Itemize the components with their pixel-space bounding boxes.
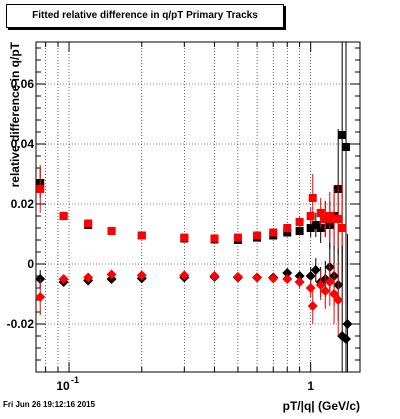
data-point-square <box>341 143 350 151</box>
data-point-diamond <box>320 286 331 296</box>
data-point-diamond <box>232 271 243 282</box>
data-point-square <box>283 228 292 237</box>
data-point-diamond <box>329 289 340 299</box>
series-1 <box>36 165 347 273</box>
data-point-diamond <box>106 269 117 280</box>
chart-title: Fitted relative difference in q/pT Prima… <box>32 10 258 21</box>
data-point-square <box>306 212 315 220</box>
data-point-diamond <box>310 265 321 275</box>
data-point-diamond <box>307 301 318 311</box>
series-2 <box>35 234 353 372</box>
x-tick-label: 1 <box>307 379 314 393</box>
data-point-square <box>321 215 330 223</box>
y-tick-label: 0.04 <box>11 137 35 151</box>
data-point-square <box>269 228 278 237</box>
data-point-diamond <box>324 277 335 287</box>
footer-timestamp: Fri Jun 26 19:12:16 2015 <box>3 400 96 409</box>
data-point-square <box>311 221 320 229</box>
data-point-square <box>338 224 347 232</box>
data-point-square <box>36 185 45 193</box>
y-tick-label: 0 <box>27 257 34 271</box>
title-box: Fitted relative difference in q/pT Prima… <box>6 4 284 28</box>
y-axis-title: relative difference in q/pT <box>8 41 22 187</box>
data-point-square <box>334 215 343 223</box>
data-point-square <box>295 227 304 235</box>
data-point-square <box>283 224 292 232</box>
data-point-diamond <box>282 274 293 284</box>
data-layer <box>35 42 353 372</box>
data-point-square <box>84 219 93 228</box>
data-point-square <box>233 233 242 242</box>
data-point-diamond <box>179 270 190 281</box>
data-point-diamond <box>305 271 316 281</box>
data-point-square <box>137 231 146 240</box>
data-point-diamond <box>342 319 353 329</box>
data-point-diamond <box>294 277 305 287</box>
data-point-square <box>308 194 317 202</box>
data-point-diamond <box>315 280 326 290</box>
x-axis-title: pT/|q| (GeV/c) <box>283 399 360 413</box>
data-point-square <box>306 224 315 232</box>
data-point-diamond <box>282 268 293 278</box>
data-point-square <box>107 227 116 235</box>
data-point-diamond <box>83 272 94 283</box>
x-tick-exponent: -1 <box>71 375 79 385</box>
data-point-square <box>180 233 189 242</box>
data-point-diamond <box>58 274 69 284</box>
data-point-square <box>253 231 262 240</box>
data-point-square <box>330 215 339 223</box>
grid-layer <box>36 42 360 372</box>
label-layer: -0.02 0 0.02 0.04 0.06 10 -1 1 pT/|q| (GeV/c) rel… <box>7 41 360 413</box>
y-tick-label: -0.02 <box>7 317 35 331</box>
data-point-square <box>338 131 347 139</box>
data-point-diamond <box>252 272 263 283</box>
y-tick-label: 0.02 <box>11 197 35 211</box>
data-point-diamond <box>136 270 147 281</box>
series-3 <box>35 258 344 336</box>
data-point-diamond <box>333 295 344 305</box>
data-point-diamond <box>340 334 351 344</box>
data-point-diamond <box>35 292 46 302</box>
data-point-square <box>325 212 334 220</box>
plot-frame <box>35 41 361 373</box>
data-point-square <box>59 212 68 220</box>
data-point-square <box>316 209 325 217</box>
data-point-diamond <box>209 271 220 281</box>
tick-layer <box>36 42 360 373</box>
data-point-square <box>295 218 304 226</box>
y-tick-label: 0.06 <box>11 77 35 91</box>
data-point-diamond <box>305 283 316 293</box>
x-tick-label: 10 <box>56 379 70 393</box>
data-point-square <box>210 234 219 243</box>
data-point-diamond <box>268 273 279 284</box>
series-0 <box>36 42 350 297</box>
